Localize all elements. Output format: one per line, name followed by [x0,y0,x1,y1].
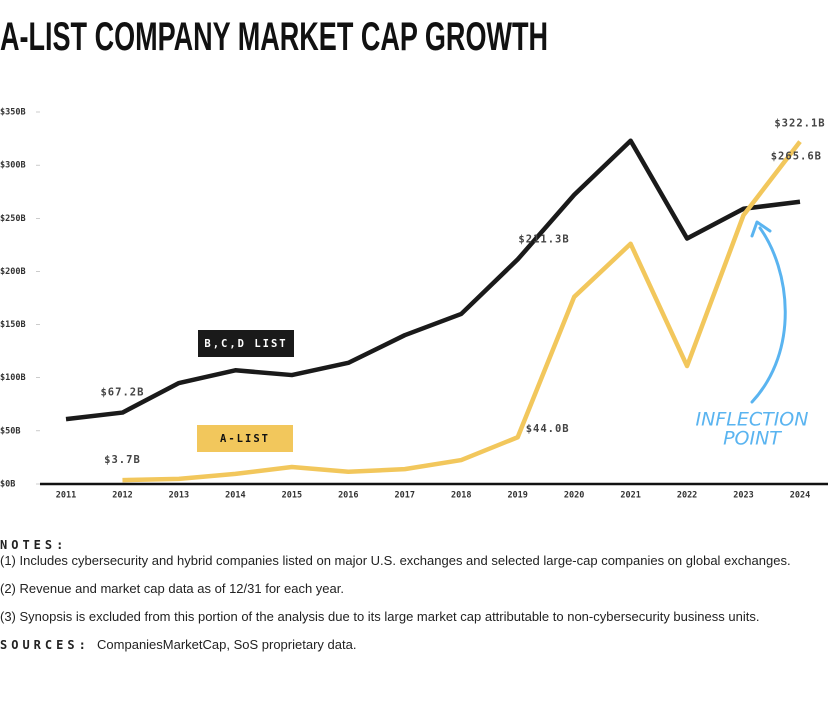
series-line [65,138,801,422]
x-tick-label: 2020 [564,491,584,501]
x-tick-label: 2014 [225,491,245,501]
value-label: $44.0B [526,423,570,435]
notes: NOTES: (1) Includes cybersecurity and hy… [0,538,815,653]
y-tick-label: $0B [0,480,15,490]
chart: A-LIST COMPANY MARKET CAP GROWTH $0B $50B… [0,15,828,501]
value-label: $211.3B [518,233,569,245]
chart-title: A-LIST COMPANY MARKET CAP GROWTH [0,15,548,59]
y-tick-label: $50B [0,426,20,436]
legend-label: B,C,D LIST [204,338,287,350]
y-tick-label: $100B [0,373,26,383]
y-tick-label: $350B [0,108,26,118]
x-tick-label: 2018 [451,491,471,501]
x-tick-label: 2024 [790,491,810,501]
series-badge [197,425,293,452]
y-tick-label: $150B [0,320,26,330]
x-tick-label: 2022 [677,491,697,501]
note: (1) Includes cybersecurity and hybrid co… [0,553,791,568]
x-tick-label: 2023 [733,491,753,501]
annotation-arrow [750,226,787,404]
note: (3) Synopsis is excluded from this porti… [0,609,760,624]
x-tick-label: 2015 [282,491,302,501]
notes-heading: NOTES: [0,538,68,552]
y-tick-label: $200B [0,267,26,277]
y-tick-label: $250B [0,214,26,224]
x-tick-label: 2013 [169,491,189,501]
sources-text: CompaniesMarketCap, SoS proprietary data… [97,637,357,652]
sources-label: SOURCES: [0,638,90,652]
value-label: $322.1B [774,118,825,130]
value-label: $265.6B [771,151,822,163]
legend-label: A-LIST [220,433,270,445]
sources: SOURCES: CompaniesMarketCap, SoS proprie… [0,637,815,653]
x-tick-label: 2021 [620,491,640,501]
x-tick-label: 2016 [338,491,358,501]
note: (2) Revenue and market cap data as of 12… [0,581,344,596]
annotation: POINT [723,428,782,450]
value-label: $67.2B [100,387,144,399]
x-tick-label: 2011 [56,491,76,501]
value-label: $3.7B [104,454,141,466]
series-line [122,140,802,483]
series-badge [198,330,294,357]
y-tick-label: $300B [0,161,26,171]
arrow-head [750,220,772,238]
x-tick-label: 2012 [112,491,132,501]
x-tick-label: 2017 [395,491,415,501]
x-tick-label: 2019 [507,491,527,501]
annotation: INFLECTION [696,409,809,431]
